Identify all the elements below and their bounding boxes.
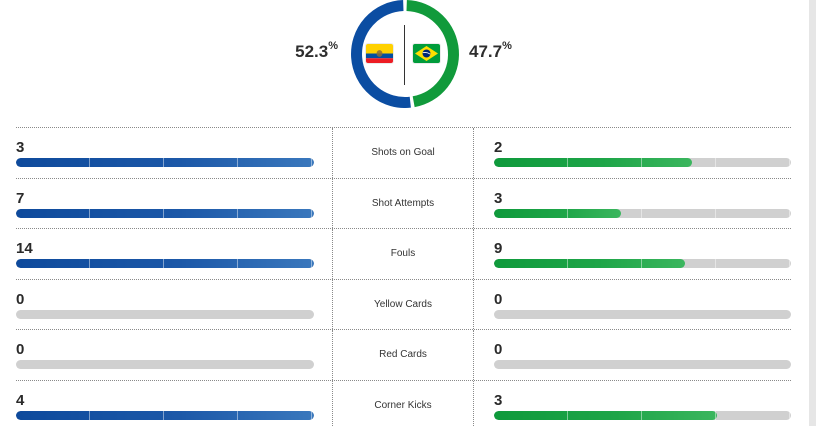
home-stat-bar [16, 208, 314, 218]
away-stat-value: 2 [494, 139, 503, 156]
match-stats-table: 3 Shots on Goal 2 7 Shot Attempts 3 14 F… [16, 127, 791, 426]
home-stat-bar [16, 158, 314, 167]
home-stat-value: 14 [16, 240, 33, 257]
stat-label: Red Cards [379, 349, 427, 360]
home-stat-bar [16, 259, 314, 268]
home-stat-value: 0 [16, 290, 25, 308]
away-stat-value: 0 [494, 290, 503, 308]
away-stat-bar-fill [494, 259, 685, 268]
possession-ring [351, 0, 459, 108]
away-stat-bar [494, 410, 791, 420]
stat-row-corner-kicks: 4 Corner Kicks 3 [16, 379, 791, 426]
away-possession-value: 47.7% [469, 40, 512, 61]
away-stat-bar [494, 309, 791, 319]
away-stat-bar [494, 158, 791, 167]
stat-row-shots-on-goal: 3 Shots on Goal 2 [16, 127, 791, 178]
away-stat-value: 3 [494, 391, 503, 409]
home-stat-bar [16, 360, 314, 369]
stat-row-yellow-cards: 0 Yellow Cards 0 [16, 278, 791, 329]
home-stat-value: 3 [16, 139, 25, 156]
possession-panel: 52.3% 47.7% [0, 0, 808, 120]
away-stat-value: 3 [494, 189, 503, 207]
away-possession-arc [406, 0, 459, 108]
away-stat-value: 9 [494, 240, 503, 257]
stat-row-fouls: 14 Fouls 9 [16, 228, 791, 279]
stat-row-red-cards: 0 Red Cards 0 [16, 329, 791, 380]
stat-label: Corner Kicks [374, 399, 432, 411]
away-stat-bar [494, 208, 791, 218]
home-possession-arc [351, 0, 411, 108]
home-stat-value: 0 [16, 341, 25, 358]
away-stat-bar [494, 360, 791, 369]
home-stat-bar-fill [16, 208, 314, 218]
away-stat-value: 0 [494, 341, 503, 358]
stat-label: Yellow Cards [374, 298, 432, 310]
ecuador-flag-icon [366, 44, 393, 63]
home-stat-bar [16, 410, 314, 420]
home-stat-bar [16, 309, 314, 319]
home-stat-bar-fill [16, 259, 314, 268]
home-stat-bar-fill [16, 158, 314, 167]
away-stat-bar-fill [494, 208, 622, 218]
stat-label: Fouls [390, 248, 416, 259]
stat-label: Shots on Goal [371, 147, 435, 158]
stat-row-shot-attempts: 7 Shot Attempts 3 [16, 177, 791, 228]
home-stat-bar-fill [16, 410, 314, 420]
scrollbar-track[interactable] [809, 0, 816, 426]
away-stat-bar-fill [494, 158, 693, 167]
home-stat-value: 7 [16, 189, 25, 207]
home-stat-value: 4 [16, 391, 25, 409]
away-stat-bar [494, 259, 791, 268]
away-stat-bar-fill [494, 410, 717, 420]
possession-divider [404, 25, 405, 85]
brazil-flag-icon [413, 44, 440, 63]
stat-label: Shot Attempts [371, 197, 435, 209]
home-possession-value: 52.3% [295, 40, 338, 61]
